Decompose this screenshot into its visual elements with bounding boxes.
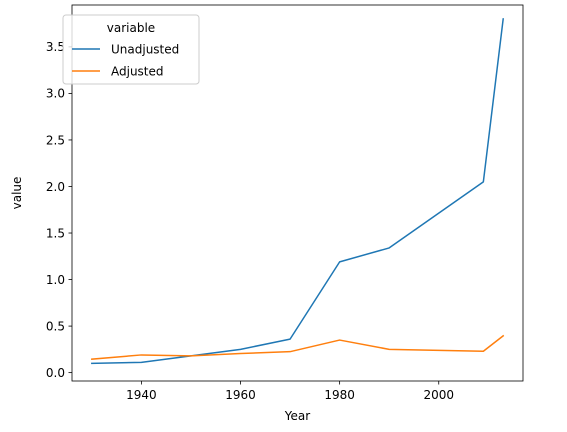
x-tick-label: 1960 <box>225 388 256 402</box>
x-tick-label: 1980 <box>324 388 355 402</box>
legend-box <box>62 14 200 85</box>
series-line-adjusted <box>91 334 505 360</box>
legend-label-unadjusted: Unadjusted <box>111 42 179 56</box>
legend-label-adjusted: Adjusted <box>111 64 164 78</box>
x-tick-label: 1940 <box>126 388 157 402</box>
legend-title: variable <box>107 21 155 35</box>
plot-lines <box>91 18 505 365</box>
series-line-unadjusted <box>91 18 505 365</box>
x-axis-ticks: 1940 1960 1980 2000 <box>126 381 454 402</box>
y-tick-label: 1.0 <box>46 273 65 287</box>
y-tick-label: 3.0 <box>46 87 65 101</box>
y-tick-label: 2.0 <box>46 180 65 194</box>
y-tick-label: 1.5 <box>46 226 65 240</box>
x-tick-label: 2000 <box>423 388 454 402</box>
plot-frame <box>71 4 524 382</box>
y-tick-label: 0.0 <box>46 366 65 380</box>
x-axis-label: Year <box>284 409 310 423</box>
y-tick-label: 2.5 <box>46 133 65 147</box>
legend: variable Unadjusted Adjusted <box>62 14 200 85</box>
y-axis-label: value <box>10 177 24 210</box>
y-axis-ticks: 0.0 0.5 1.0 1.5 2.0 2.5 3.0 3.5 <box>46 40 72 380</box>
legend-items: Unadjusted Adjusted <box>72 42 179 78</box>
y-tick-label: 3.5 <box>46 40 65 54</box>
y-tick-label: 0.5 <box>46 319 65 333</box>
